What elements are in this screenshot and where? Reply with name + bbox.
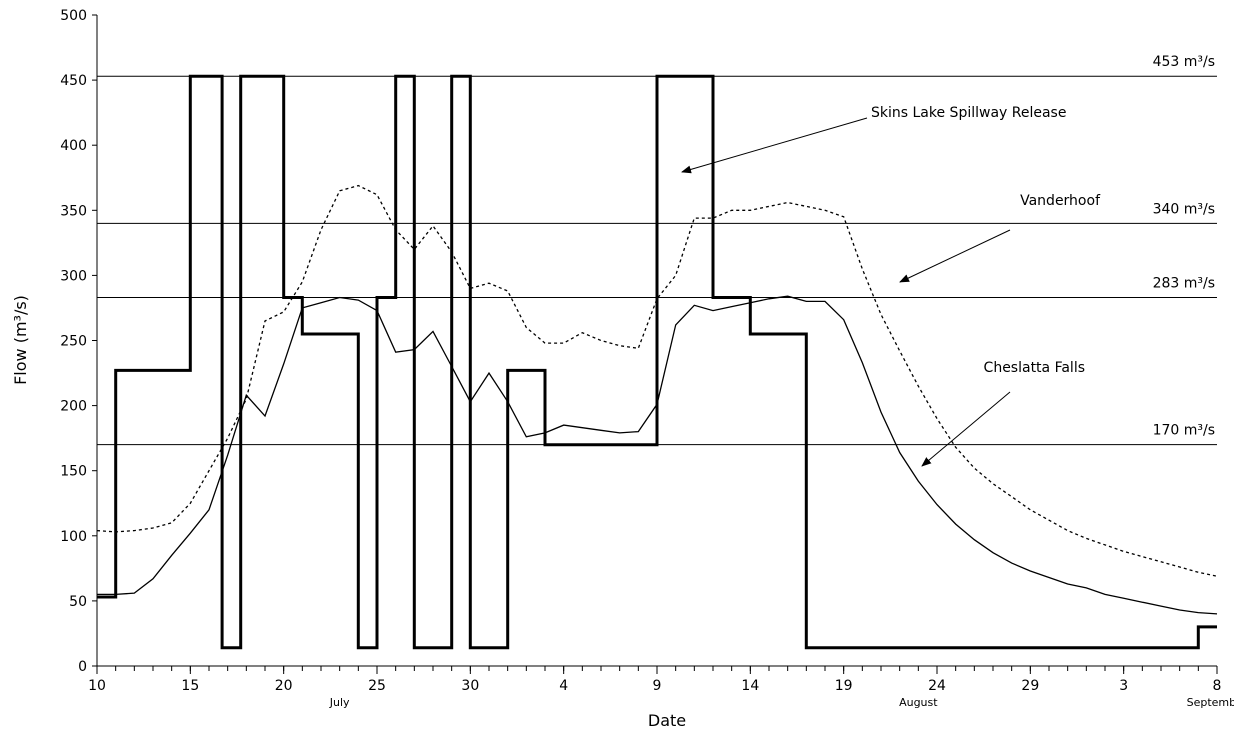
- x-tick-label: 9: [653, 678, 662, 694]
- x-tick-label: 8: [1213, 678, 1222, 694]
- x-tick-label: 3: [1119, 678, 1128, 694]
- x-axis-title: Date: [648, 711, 686, 730]
- reference-line-label: 170 m³/s: [1153, 423, 1215, 439]
- x-tick-label: 30: [461, 678, 479, 694]
- x-tick-label: 15: [181, 678, 199, 694]
- y-tick-label: 100: [60, 529, 87, 545]
- y-axis-title: Flow (m³/s): [11, 295, 30, 385]
- skins-lake-spillway-release-line: [97, 74, 1217, 650]
- reference-line-label: 340 m³/s: [1153, 201, 1215, 217]
- month-label: July: [329, 696, 350, 709]
- cheslatta-falls-line: [97, 295, 1218, 615]
- x-ticks: 10 15 20 25 30 4 9 14 19 24 29 3 8 July August Septembe…: [88, 666, 1234, 709]
- y-tick-label: 150: [60, 464, 87, 480]
- annotations: Skins Lake Spillway Release Vanderhoof Che…: [681, 105, 1101, 467]
- y-tick-label: 300: [60, 268, 87, 284]
- annotation-label: Vanderhoof: [1020, 193, 1101, 209]
- y-tick-label: 200: [60, 399, 87, 415]
- series-layer: [96, 74, 1218, 650]
- y-tick-label: 450: [60, 73, 87, 89]
- x-tick-label: 19: [835, 678, 853, 694]
- annotation-label: Cheslatta Falls: [984, 360, 1085, 376]
- y-tick-label: 500: [60, 8, 87, 24]
- month-label: August: [899, 696, 938, 709]
- annotation-arrow: [899, 229, 1011, 283]
- x-tick-label: 10: [88, 678, 106, 694]
- x-tick-label: 25: [368, 678, 386, 694]
- month-label: September: [1187, 696, 1234, 709]
- annotation-arrow: [681, 117, 868, 174]
- reference-line-label: 283 m³/s: [1153, 276, 1215, 292]
- y-ticks: 0 50 100 150 200 250 300 350 400 450 500: [60, 8, 97, 675]
- x-tick-label: 29: [1021, 678, 1039, 694]
- x-tick-label: 24: [928, 678, 946, 694]
- x-tick-label: 20: [275, 678, 293, 694]
- y-tick-label: 0: [78, 659, 87, 675]
- x-tick-label: 14: [741, 678, 759, 694]
- y-tick-label: 350: [60, 203, 87, 219]
- annotation-arrow: [921, 391, 1011, 467]
- x-tick-label: 4: [559, 678, 568, 694]
- reference-line-label: 453 m³/s: [1153, 54, 1215, 70]
- y-tick-label: 250: [60, 334, 87, 350]
- annotation-label: Skins Lake Spillway Release: [871, 105, 1066, 121]
- y-tick-label: 400: [60, 138, 87, 154]
- y-tick-label: 50: [69, 594, 87, 610]
